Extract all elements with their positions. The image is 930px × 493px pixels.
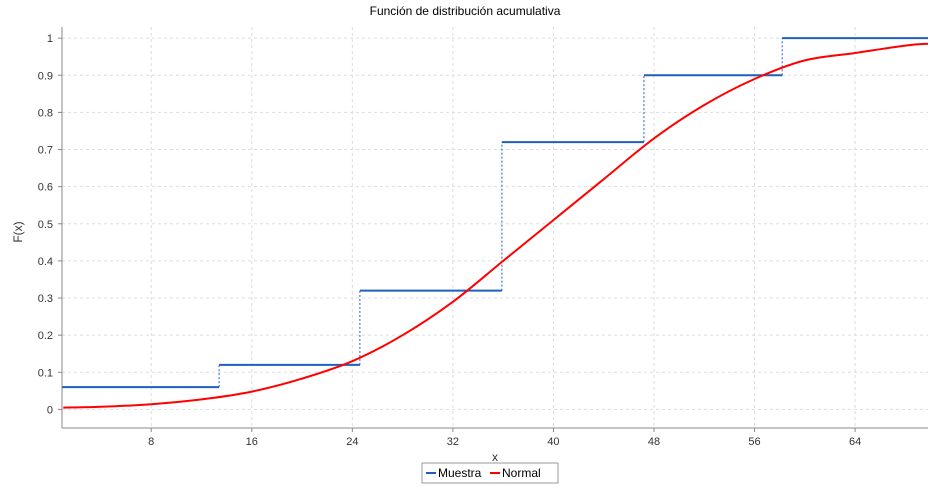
x-tick-label: 40 bbox=[547, 436, 559, 448]
series-layer bbox=[62, 37, 929, 409]
y-tick-label: 0.8 bbox=[38, 107, 53, 119]
y-tick-label: 0.3 bbox=[38, 293, 53, 305]
x-tick-label: 24 bbox=[346, 436, 358, 448]
x-tick-label: 64 bbox=[849, 436, 861, 448]
x-tick-label: 56 bbox=[748, 436, 760, 448]
y-tick-label: 0.7 bbox=[38, 145, 53, 157]
grid-layer bbox=[62, 27, 928, 428]
axis-layer: 0 0.1 0.2 0.3 0.4 0.5 0.6 0.7 0.8 0.9 1 8 16 24 32 40 48… bbox=[38, 27, 928, 448]
y-tick-label: 0.6 bbox=[38, 182, 53, 194]
y-tick-label: 1 bbox=[47, 33, 53, 45]
x-tick-label: 8 bbox=[148, 436, 154, 448]
y-tick-label: 0.4 bbox=[38, 256, 53, 268]
y-tick-label: 0.9 bbox=[38, 70, 53, 82]
normal-curve bbox=[63, 42, 929, 409]
plot-area bbox=[62, 27, 928, 428]
legend: Muestra Normal bbox=[421, 462, 559, 484]
y-tick-label: 0.1 bbox=[38, 367, 53, 379]
y-axis-label: F(x) bbox=[11, 221, 25, 242]
chart-title: Función de distribución acumulativa bbox=[370, 4, 561, 18]
x-tick-label: 32 bbox=[447, 436, 459, 448]
y-tick-label: 0.5 bbox=[38, 219, 53, 231]
legend-label-normal: Normal bbox=[502, 466, 541, 480]
x-tick-label: 16 bbox=[246, 436, 258, 448]
y-tick-label: 0 bbox=[47, 404, 53, 416]
legend-label-muestra: Muestra bbox=[438, 466, 482, 480]
x-tick-label: 48 bbox=[648, 436, 660, 448]
x-axis-label: x bbox=[492, 450, 498, 464]
y-tick-label: 0.2 bbox=[38, 330, 53, 342]
